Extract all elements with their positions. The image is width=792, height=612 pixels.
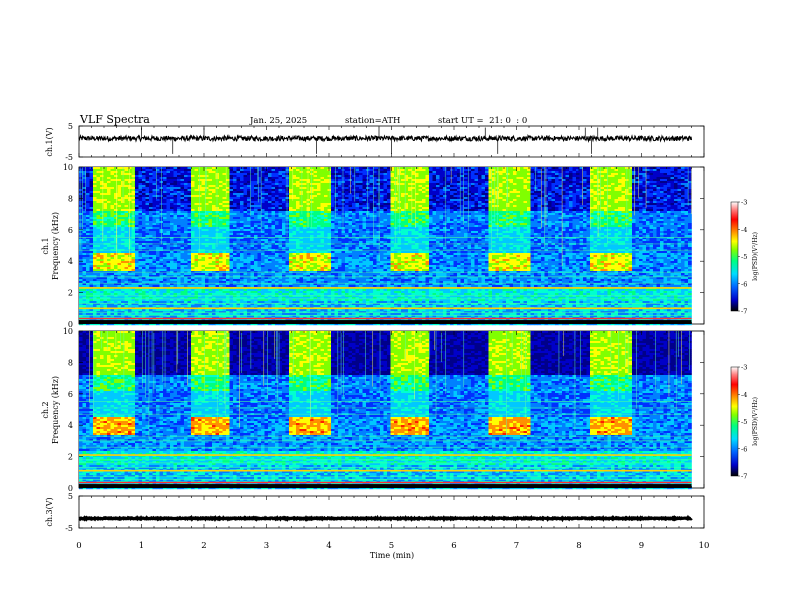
y-tick-label: 6 <box>68 390 73 399</box>
y-tick-label: 8 <box>68 358 73 367</box>
y-tick-label: 5 <box>68 492 73 501</box>
y-tick-label: 2 <box>68 453 73 462</box>
date-label: Jan. 25, 2025 <box>249 116 307 126</box>
ch3-trace <box>79 518 692 519</box>
colorbar-tick-label: -3 <box>741 199 747 207</box>
colorbar-tick-label: -5 <box>741 418 747 426</box>
spectrogram-cells <box>79 167 692 325</box>
colorbar-tick-label: -7 <box>741 473 747 481</box>
spectrogram-baseline <box>79 484 692 488</box>
time-tick-label: 10 <box>699 541 710 551</box>
y-tick-label: 6 <box>68 226 73 235</box>
time-axis-label: Time (min) <box>370 551 414 560</box>
y-tick-label: -5 <box>65 153 73 162</box>
colorbar-strip <box>731 367 738 476</box>
ch2-frequency-axis-label: Frequency (kHz) <box>51 376 60 444</box>
time-tick-label: 9 <box>639 541 644 551</box>
colorbar-tick-label: -7 <box>741 308 747 316</box>
time-tick-label: 0 <box>76 541 81 551</box>
colorbar-tick-label: -3 <box>741 364 747 372</box>
ch1-spectrogram-channel-label: ch.1 <box>41 237 50 254</box>
ch1-frequency-axis-label: Frequency (kHz) <box>51 212 60 280</box>
colorbar-strip <box>731 202 738 311</box>
ch1-axis-label: ch.1(V) <box>45 127 54 156</box>
time-tick-label: 2 <box>201 541 206 551</box>
time-tick-label: 4 <box>326 541 331 551</box>
ch2-spectrogram-channel-label: ch.2 <box>41 401 50 418</box>
colorbar-tick-label: -4 <box>741 226 747 234</box>
time-tick-label: 6 <box>451 541 456 551</box>
y-tick-label: 10 <box>63 163 73 172</box>
y-tick-label: 5 <box>68 122 73 131</box>
y-tick-label: 10 <box>63 327 73 336</box>
panel-frame <box>79 496 704 528</box>
time-tick-label: 5 <box>389 541 394 551</box>
station-label: station=ATH <box>345 116 400 126</box>
colorbar-ch1: -3 -4 -5 -6 -7 log(PSD)(V²/Hz) <box>731 199 759 316</box>
y-tick-label: 4 <box>68 421 73 430</box>
time-tick-label: 1 <box>139 541 144 551</box>
colorbar-tick-label: -6 <box>741 280 747 288</box>
spectrogram-baseline <box>79 320 692 324</box>
colorbar-tick-label: -5 <box>741 253 747 261</box>
time-tick-label: 7 <box>514 541 519 551</box>
ch3-axis-label: ch.3(V) <box>45 497 54 526</box>
colorbar-label: log(PSD)(V²/Hz) <box>752 397 759 446</box>
colorbar-tick-label: -4 <box>741 391 747 399</box>
y-tick-label: 4 <box>68 257 73 266</box>
ch3-waveform-panel: 5 -5 <box>65 492 704 533</box>
start-time-label: start UT = 21: 0 : 0 <box>438 116 527 126</box>
figure-title: VLF Spectra <box>79 113 150 126</box>
ch1-waveform-panel: 5 -5 <box>65 122 704 162</box>
colorbar-label: log(PSD)(V²/Hz) <box>752 232 759 281</box>
time-axis: 0 1 2 3 4 5 6 7 8 9 10 <box>76 541 709 551</box>
colorbar-tick-label: -6 <box>741 445 747 453</box>
spectrogram-cells <box>79 331 692 489</box>
colorbar-ch2: -3 -4 -5 -6 -7 log(PSD)(V²/Hz) <box>731 364 759 481</box>
y-tick-label: 8 <box>68 194 73 203</box>
y-tick-label: 2 <box>68 289 73 298</box>
y-tick-label: -5 <box>65 524 73 533</box>
time-tick-label: 8 <box>576 541 581 551</box>
time-tick-label: 3 <box>264 541 269 551</box>
